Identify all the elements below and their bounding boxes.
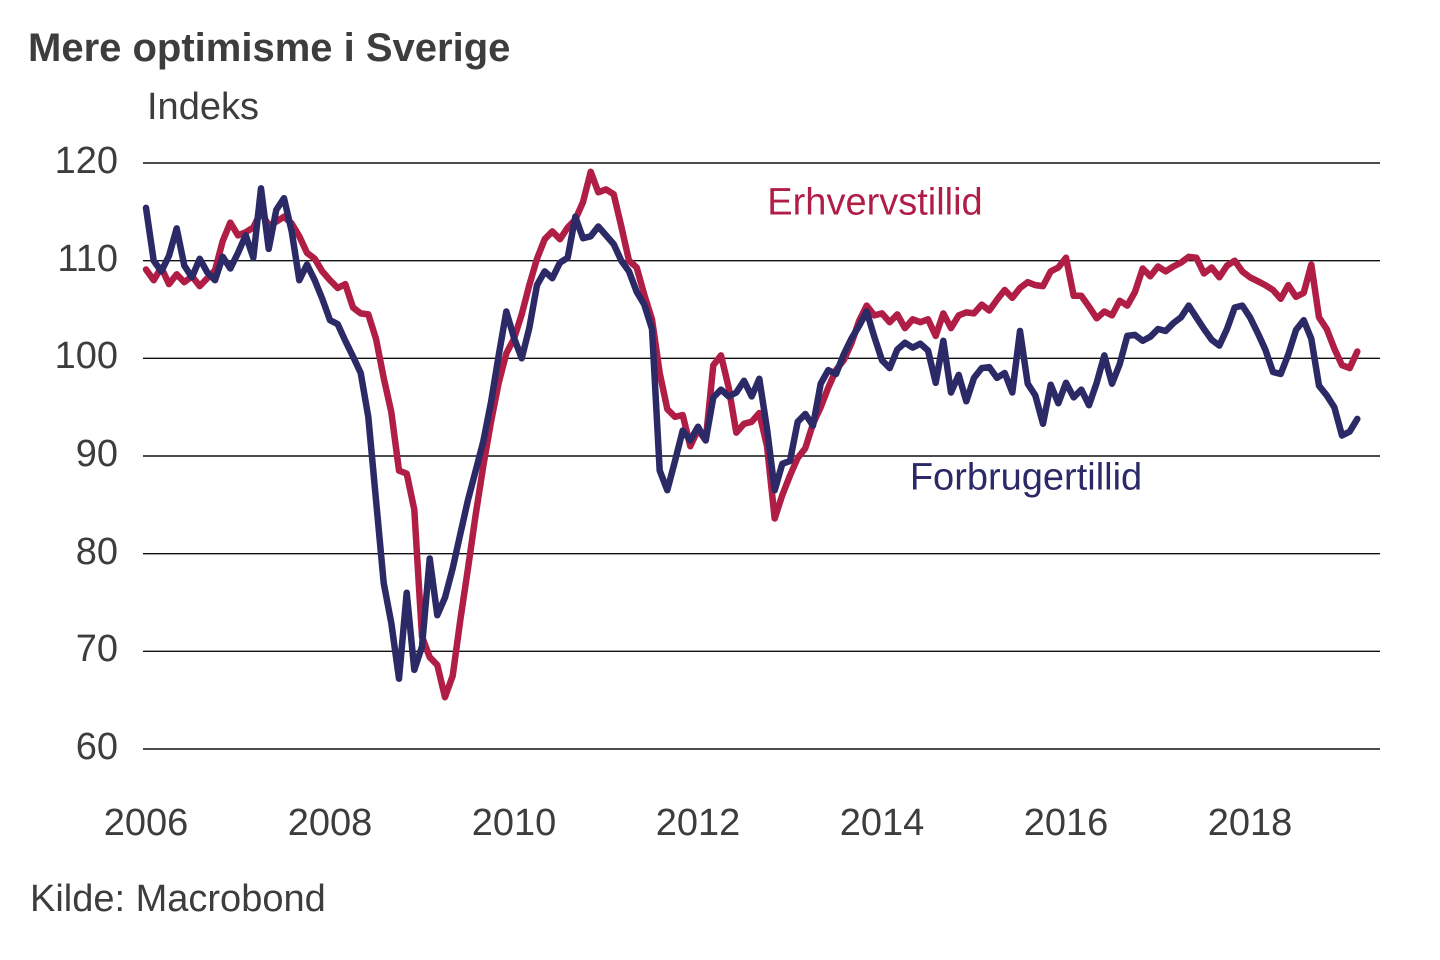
y-tick-label-120: 120: [54, 139, 118, 182]
erhvervstillid-line: [142, 168, 1361, 701]
x-tick-label-2008: 2008: [287, 802, 373, 844]
x-tick-label-2018: 2018: [1207, 802, 1293, 844]
y-tick-label-80: 80: [75, 530, 118, 573]
chart-title: Mere optimisme i Sverige: [28, 26, 511, 70]
forbrugertillid-series-label: Forbrugertillid: [909, 456, 1143, 499]
x-tick-label-2012: 2012: [655, 802, 741, 844]
y-tick-label-110: 110: [57, 237, 118, 280]
x-tick-label-2006: 2006: [103, 802, 189, 844]
x-tick-label-2014: 2014: [839, 802, 925, 844]
y-axis-title: Indeks: [147, 86, 259, 128]
y-tick-label-90: 90: [75, 432, 118, 475]
source-note: Kilde: Macrobond: [30, 878, 326, 920]
x-tick-label-2010: 2010: [471, 802, 557, 844]
gridlines: [143, 162, 1380, 750]
y-tick-label-60: 60: [75, 725, 118, 768]
y-tick-label-70: 70: [75, 628, 118, 671]
x-tick-label-2016: 2016: [1023, 802, 1109, 844]
erhvervstillid-series-label: Erhvervstillid: [767, 181, 983, 224]
forbrugertillid-line: [142, 185, 1361, 682]
y-tick-label-100: 100: [54, 335, 118, 378]
